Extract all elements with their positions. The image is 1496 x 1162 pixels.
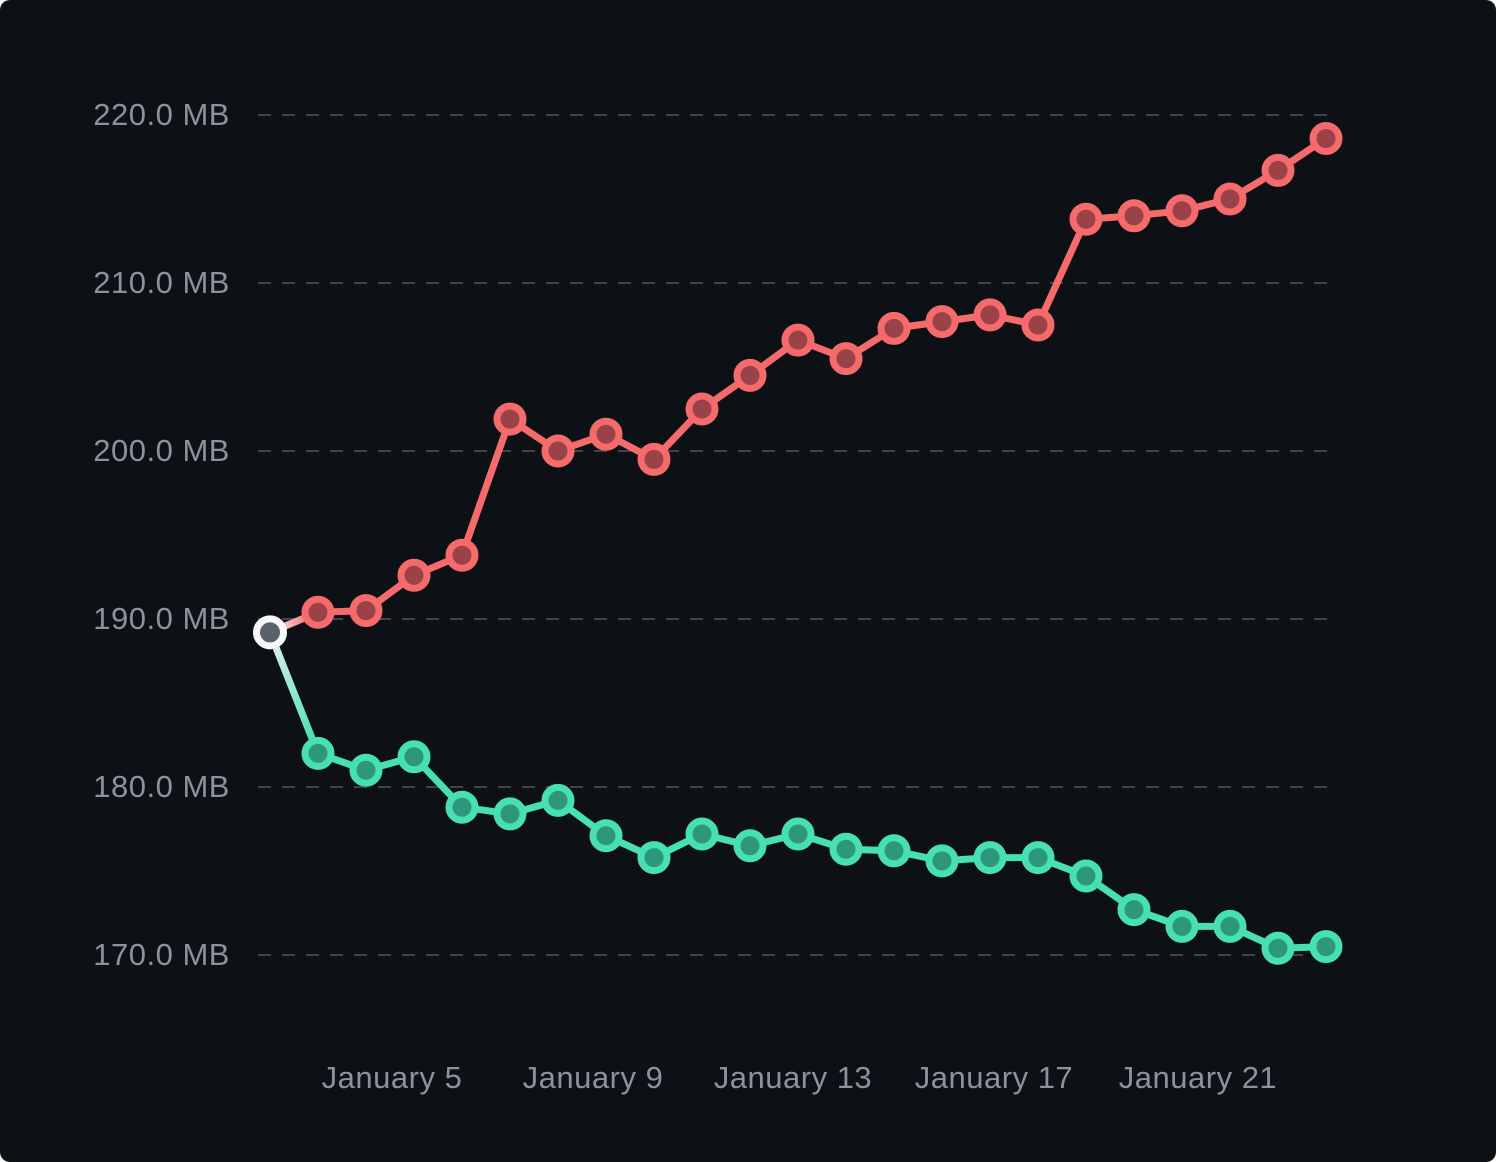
x-axis-tick-label: January 9 [522, 1060, 664, 1095]
data-point-memory-decreasing-teal-january-23[interactable] [1261, 931, 1295, 965]
data-point-memory-decreasing-teal-january-21[interactable] [1165, 909, 1199, 943]
y-axis-tick-label: 170.0 MB [93, 937, 230, 972]
data-point-memory-decreasing-teal-january-20[interactable] [1117, 893, 1151, 927]
data-point-memory-decreasing-teal-january-16[interactable] [925, 844, 959, 878]
data-point-memory-decreasing-teal-january-12[interactable] [733, 829, 767, 863]
memory-decreasing-teal-markers [301, 736, 1343, 965]
data-point-memory-decreasing-teal-january-5[interactable] [397, 740, 431, 774]
data-point-memory-increasing-red-january-6[interactable] [445, 538, 479, 572]
data-point-memory-increasing-red-january-15[interactable] [877, 311, 911, 345]
data-point-memory-increasing-red-january-21[interactable] [1165, 194, 1199, 228]
data-point-memory-increasing-red-january-3[interactable] [301, 595, 335, 629]
y-axis-tick-label: 190.0 MB [93, 601, 230, 636]
y-axis-tick-label: 200.0 MB [93, 433, 230, 468]
data-point-memory-decreasing-teal-january-19[interactable] [1069, 859, 1103, 893]
data-point-memory-increasing-red-january-19[interactable] [1069, 202, 1103, 236]
data-point-memory-increasing-red-january-24[interactable] [1309, 122, 1343, 155]
data-point-memory-decreasing-teal-january-15[interactable] [877, 834, 911, 868]
data-point-memory-decreasing-teal-january-4[interactable] [349, 753, 383, 787]
x-axis-tick-label: January 13 [713, 1060, 873, 1095]
data-point-memory-decreasing-teal-january-17[interactable] [973, 841, 1007, 875]
data-point-memory-increasing-red-january-11[interactable] [685, 392, 719, 426]
data-point-memory-increasing-red-january-7[interactable] [493, 402, 527, 436]
x-axis-tick-label: January 21 [1118, 1060, 1278, 1095]
data-point-memory-increasing-red-january-5[interactable] [397, 558, 431, 592]
data-point-memory-increasing-red-january-10[interactable] [637, 442, 671, 476]
data-point-memory-increasing-red-january-16[interactable] [925, 305, 959, 339]
data-point-memory-increasing-red-january-20[interactable] [1117, 199, 1151, 233]
gridlines [258, 114, 1332, 956]
y-axis-tick-label: 210.0 MB [93, 265, 230, 300]
data-point-memory-decreasing-teal-january-3[interactable] [301, 736, 335, 770]
y-axis-tick-label: 180.0 MB [93, 769, 230, 804]
data-point-shared-start[interactable] [253, 615, 287, 650]
data-point-memory-increasing-red-january-22[interactable] [1213, 182, 1247, 216]
data-point-memory-increasing-red-january-9[interactable] [589, 417, 623, 451]
data-point-memory-decreasing-teal-january-24[interactable] [1309, 930, 1343, 964]
memory-decreasing-teal-start-segment [266, 628, 322, 757]
x-axis-tick-label: January 5 [321, 1060, 463, 1095]
data-point-memory-increasing-red-january-8[interactable] [541, 434, 575, 468]
data-point-memory-decreasing-teal-january-9[interactable] [589, 819, 623, 853]
data-point-memory-decreasing-teal-january-18[interactable] [1021, 841, 1055, 875]
data-point-memory-decreasing-teal-january-22[interactable] [1213, 909, 1247, 943]
data-point-memory-decreasing-teal-january-14[interactable] [829, 832, 863, 866]
data-point-memory-increasing-red-january-18[interactable] [1021, 308, 1055, 342]
data-point-memory-decreasing-teal-january-6[interactable] [445, 790, 479, 824]
data-point-memory-increasing-red-january-14[interactable] [829, 342, 863, 376]
data-point-memory-increasing-red-january-13[interactable] [781, 323, 815, 357]
y-axis-tick-label: 220.0 MB [93, 97, 230, 132]
data-point-memory-increasing-red-january-4[interactable] [349, 594, 383, 628]
data-point-memory-decreasing-teal-january-10[interactable] [637, 841, 671, 875]
data-point-memory-decreasing-teal-january-8[interactable] [541, 783, 575, 817]
memory-increasing-red-markers [301, 122, 1343, 629]
data-point-memory-increasing-red-january-17[interactable] [973, 298, 1007, 332]
data-point-memory-decreasing-teal-january-13[interactable] [781, 817, 815, 851]
data-point-memory-decreasing-teal-january-11[interactable] [685, 817, 719, 851]
memory-decreasing-teal-line [266, 628, 1330, 952]
data-point-memory-increasing-red-january-23[interactable] [1261, 153, 1295, 187]
x-axis-tick-label: January 17 [914, 1060, 1074, 1095]
data-point-memory-decreasing-teal-january-7[interactable] [493, 797, 527, 831]
data-point-memory-increasing-red-january-12[interactable] [733, 358, 767, 392]
